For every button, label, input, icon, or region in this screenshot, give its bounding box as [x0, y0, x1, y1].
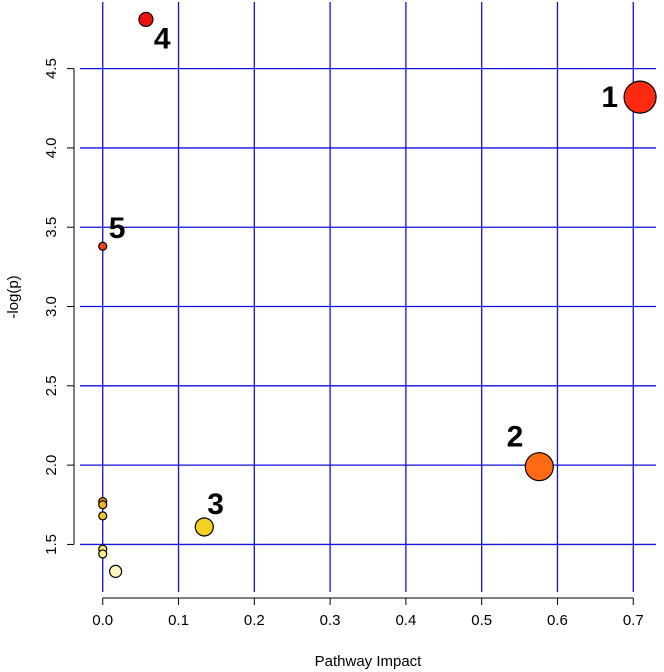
axes: 0.0 0.1 0.2 0.3 0.4 0.5 0.6 0.7 1.5 2.0 2.5 3.0 3.5 4…: [43, 58, 644, 629]
x-tick-label: 0.5: [471, 612, 492, 629]
data-point: [623, 80, 657, 114]
point-label: 2: [507, 421, 524, 454]
y-tick-label: 4.5: [43, 58, 60, 79]
y-tick-label: 2.0: [43, 455, 60, 476]
y-axis-title: -log(p): [5, 275, 22, 318]
data-point: [109, 564, 123, 578]
y-tick-label: 1.5: [43, 534, 60, 555]
x-axis-title: Pathway Impact: [315, 653, 423, 670]
y-tick-label: 2.5: [43, 375, 60, 396]
point-label: 1: [601, 81, 618, 114]
x-tick-label: 0.4: [395, 612, 416, 629]
data-points: [98, 11, 657, 578]
data-point: [138, 11, 154, 28]
data-point: [98, 511, 108, 521]
point-label: 4: [154, 22, 171, 55]
y-tick-label: 3.0: [43, 296, 60, 317]
x-tick-label: 0.0: [92, 612, 113, 629]
data-point: [194, 517, 214, 537]
y-tick-label: 4.0: [43, 137, 60, 158]
point-label: 3: [207, 488, 224, 521]
data-point: [524, 452, 554, 482]
point-label: 5: [109, 212, 126, 245]
x-tick-label: 0.2: [244, 612, 265, 629]
point-labels: 1 2 3 4 5: [109, 22, 618, 521]
x-tick-label: 0.3: [320, 612, 341, 629]
grid-lines: [80, 2, 656, 592]
data-point: [98, 549, 108, 559]
y-tick-label: 3.5: [43, 217, 60, 238]
x-tick-label: 0.7: [623, 612, 644, 629]
x-tick-label: 0.6: [547, 612, 568, 629]
x-tick-label: 0.1: [168, 612, 189, 629]
data-point: [98, 500, 108, 510]
data-point: [98, 241, 108, 251]
